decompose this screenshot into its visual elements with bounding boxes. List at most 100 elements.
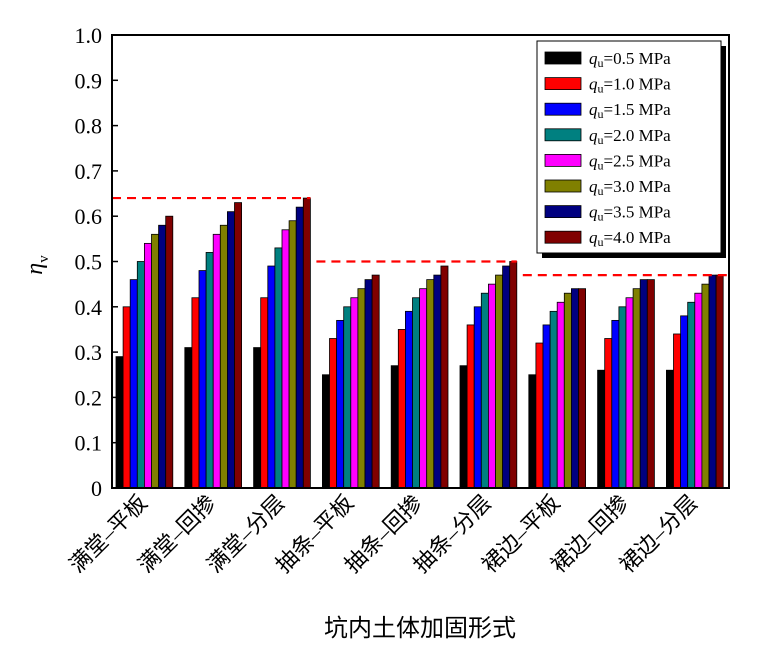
bar bbox=[487, 283, 496, 489]
bar bbox=[165, 215, 174, 489]
bar bbox=[115, 356, 124, 489]
bar bbox=[267, 265, 276, 489]
y-tick-label: 0.5 bbox=[75, 250, 103, 275]
bar bbox=[198, 270, 207, 489]
bar bbox=[122, 306, 131, 489]
legend-swatch bbox=[544, 51, 582, 65]
bar bbox=[578, 288, 586, 489]
bar bbox=[260, 297, 269, 489]
y-tick-label: 0.1 bbox=[75, 431, 103, 456]
reference-lines-layer bbox=[112, 196, 729, 277]
bar bbox=[715, 274, 724, 489]
legend-label: qu=4.0 MPa bbox=[589, 228, 671, 249]
bar bbox=[357, 288, 366, 489]
bar bbox=[343, 306, 352, 489]
legend-swatch bbox=[544, 153, 582, 167]
bar bbox=[542, 324, 551, 489]
bar bbox=[571, 288, 579, 489]
bar bbox=[708, 274, 717, 489]
y-tick-label: 0.7 bbox=[75, 159, 103, 184]
x-axis-labels: 满堂–平板满堂–回掺满堂–分层抽条–平板抽条–回掺抽条–分层裙边–平板裙边–回掺… bbox=[64, 490, 702, 578]
bar bbox=[535, 342, 544, 489]
bar bbox=[666, 369, 674, 489]
bar bbox=[549, 310, 558, 489]
bar bbox=[136, 261, 145, 489]
y-tick-label: 0.4 bbox=[75, 295, 103, 320]
bar bbox=[673, 333, 681, 489]
bar bbox=[212, 233, 221, 489]
legend-swatch bbox=[544, 128, 582, 142]
legend-swatch bbox=[544, 102, 582, 116]
legend-label: qu=3.0 MPa bbox=[589, 177, 671, 198]
bar bbox=[281, 229, 290, 489]
bar bbox=[364, 279, 373, 489]
bar bbox=[459, 365, 468, 489]
legend-swatch bbox=[544, 205, 582, 219]
bar bbox=[205, 252, 214, 489]
y-axis-title: ηv bbox=[22, 255, 52, 275]
bar bbox=[625, 297, 634, 489]
bar bbox=[597, 369, 606, 489]
bars-layer bbox=[115, 197, 724, 489]
bar bbox=[295, 206, 304, 489]
y-tick-label: 1.0 bbox=[75, 23, 103, 48]
bar bbox=[350, 297, 359, 489]
bar bbox=[701, 283, 710, 489]
y-tick-label: 0 bbox=[91, 476, 102, 501]
bar bbox=[397, 329, 406, 489]
bar bbox=[329, 338, 337, 489]
bar bbox=[302, 197, 311, 489]
bar bbox=[480, 292, 489, 489]
bar bbox=[687, 301, 696, 489]
legend: qu=0.5 MPa qu=1.0 MPa qu=1.5 MPa qu=2.0 MPa… bbox=[536, 40, 726, 258]
bar bbox=[184, 347, 193, 489]
bar bbox=[151, 233, 159, 489]
bar bbox=[466, 324, 475, 489]
bar bbox=[563, 292, 572, 489]
bar bbox=[226, 211, 235, 489]
legend-label: qu=2.0 MPa bbox=[589, 126, 671, 147]
bar bbox=[680, 315, 689, 489]
y-axis-title-subscript: v bbox=[36, 255, 52, 263]
bar bbox=[336, 319, 345, 489]
bar bbox=[129, 279, 138, 489]
y-tick-label: 0.8 bbox=[75, 114, 103, 139]
bar bbox=[639, 279, 648, 489]
y-tick-label: 0.2 bbox=[75, 385, 103, 410]
bar bbox=[473, 306, 482, 489]
bar bbox=[191, 297, 200, 489]
x-axis-title: 坑内土体加固形式 bbox=[324, 615, 516, 642]
legend-swatch bbox=[544, 77, 582, 90]
y-axis: 0 0.1 0.2 0.3 0.4 0.5 0.6 0.7 0.8 0.9 1.0 bbox=[75, 23, 118, 501]
bar bbox=[495, 274, 503, 489]
bar bbox=[158, 224, 167, 489]
bar bbox=[371, 274, 380, 489]
bar bbox=[694, 292, 703, 489]
y-axis-title-symbol: η bbox=[22, 263, 48, 275]
bar bbox=[412, 297, 420, 489]
legend-label: qu=1.0 MPa bbox=[589, 75, 671, 96]
legend-label: qu=1.5 MPa bbox=[589, 100, 671, 121]
legend-label: qu=0.5 MPa bbox=[589, 49, 671, 70]
bar bbox=[440, 265, 449, 489]
legend-label: qu=3.5 MPa bbox=[589, 203, 671, 224]
legend-swatch bbox=[544, 230, 582, 244]
bar bbox=[646, 279, 655, 489]
y-tick-label: 0.9 bbox=[75, 68, 103, 93]
bar bbox=[502, 265, 511, 489]
bar bbox=[419, 288, 428, 489]
legend-label: qu=2.5 MPa bbox=[589, 151, 671, 172]
bar bbox=[321, 374, 330, 489]
bar bbox=[556, 301, 565, 489]
y-tick-label: 0.6 bbox=[75, 204, 103, 229]
bar bbox=[390, 365, 399, 489]
y-tick-label: 0.3 bbox=[75, 340, 103, 365]
bar bbox=[509, 261, 518, 489]
bar bbox=[618, 306, 627, 489]
bar bbox=[143, 242, 152, 489]
bar bbox=[253, 347, 262, 489]
bar bbox=[611, 319, 620, 489]
bar bbox=[528, 374, 537, 489]
bar bbox=[404, 310, 413, 489]
